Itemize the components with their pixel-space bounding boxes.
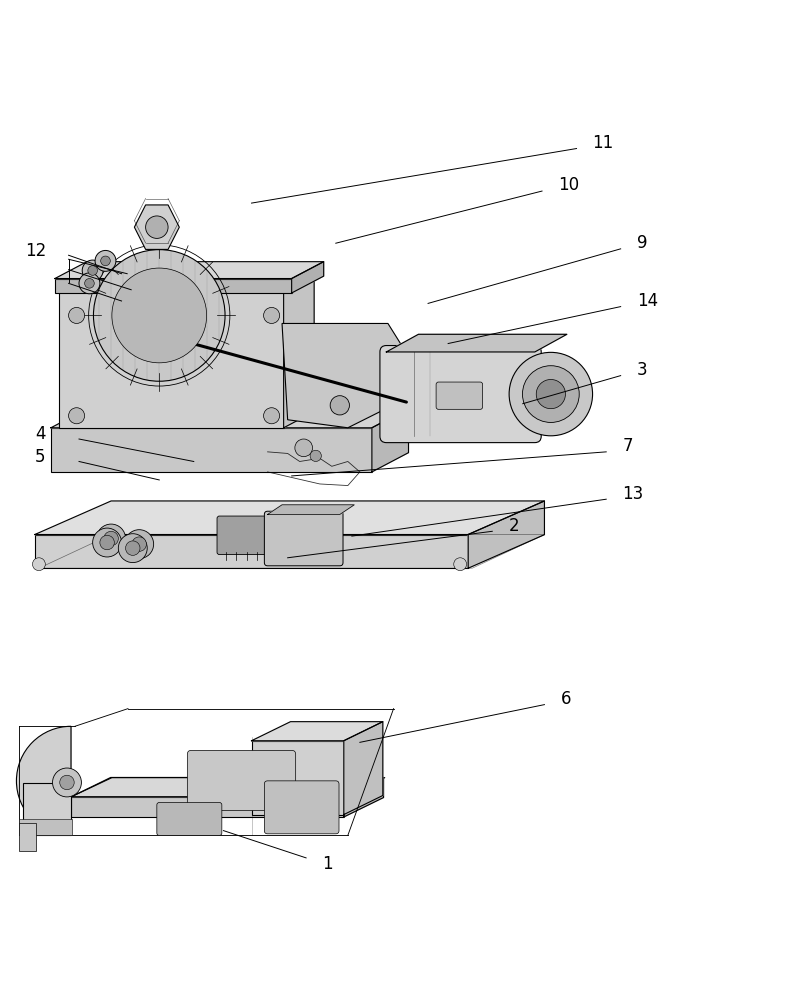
Polygon shape	[344, 777, 384, 817]
Bar	[251, 741, 344, 815]
Bar	[23, 783, 71, 835]
Circle shape	[537, 379, 566, 409]
Polygon shape	[251, 722, 383, 741]
Text: 14: 14	[637, 292, 658, 310]
Polygon shape	[55, 262, 324, 279]
Polygon shape	[71, 778, 385, 797]
Bar	[280, 532, 292, 556]
Text: 3: 3	[637, 361, 647, 379]
Text: 13: 13	[622, 485, 643, 503]
Polygon shape	[292, 262, 324, 293]
Bar	[167, 813, 179, 829]
Circle shape	[82, 260, 103, 281]
Text: 11: 11	[592, 134, 614, 152]
Circle shape	[69, 408, 85, 424]
Text: 1: 1	[322, 855, 333, 873]
Circle shape	[454, 558, 466, 571]
Text: 7: 7	[622, 437, 633, 455]
Circle shape	[118, 534, 147, 563]
Polygon shape	[134, 205, 179, 249]
Circle shape	[100, 535, 114, 550]
Circle shape	[112, 268, 207, 363]
Circle shape	[146, 302, 172, 329]
Circle shape	[94, 250, 225, 381]
Circle shape	[60, 775, 74, 790]
Text: 2: 2	[508, 517, 519, 535]
Circle shape	[330, 396, 349, 415]
FancyBboxPatch shape	[380, 346, 541, 443]
FancyBboxPatch shape	[264, 781, 339, 834]
Bar	[35, 535, 468, 568]
FancyBboxPatch shape	[264, 511, 343, 566]
Circle shape	[263, 307, 280, 323]
Bar	[203, 813, 214, 829]
Bar	[277, 803, 293, 827]
Circle shape	[295, 439, 313, 457]
Bar	[51, 428, 372, 472]
Bar	[171, 535, 196, 553]
Bar	[55, 279, 292, 293]
Circle shape	[69, 307, 85, 323]
Circle shape	[32, 558, 45, 571]
Circle shape	[153, 309, 166, 322]
Circle shape	[53, 768, 82, 797]
Bar	[300, 532, 312, 556]
FancyBboxPatch shape	[187, 750, 296, 811]
Polygon shape	[344, 722, 383, 815]
Circle shape	[101, 256, 111, 266]
Bar	[19, 823, 36, 851]
Polygon shape	[59, 275, 314, 291]
FancyBboxPatch shape	[436, 382, 482, 409]
Bar	[59, 291, 284, 428]
Polygon shape	[35, 501, 545, 535]
FancyBboxPatch shape	[217, 516, 270, 555]
Circle shape	[85, 279, 95, 288]
Circle shape	[79, 273, 100, 294]
Polygon shape	[282, 323, 428, 428]
Circle shape	[310, 450, 322, 461]
Circle shape	[145, 216, 168, 238]
Polygon shape	[267, 505, 354, 514]
Bar	[71, 797, 344, 817]
Polygon shape	[386, 334, 567, 352]
Circle shape	[104, 531, 118, 546]
Bar	[19, 819, 72, 835]
Circle shape	[140, 296, 179, 335]
Text: 4: 4	[35, 425, 45, 443]
Circle shape	[125, 541, 140, 555]
Polygon shape	[468, 501, 545, 568]
Bar	[185, 813, 196, 829]
Circle shape	[132, 537, 146, 551]
Bar	[320, 532, 332, 556]
Text: 9: 9	[637, 234, 647, 252]
Wedge shape	[16, 726, 71, 835]
Circle shape	[263, 408, 280, 424]
Polygon shape	[51, 409, 409, 428]
Text: 6: 6	[561, 690, 571, 708]
Text: 5: 5	[35, 448, 45, 466]
Circle shape	[523, 366, 579, 422]
Circle shape	[95, 250, 116, 271]
Circle shape	[97, 524, 125, 553]
Text: 12: 12	[25, 242, 47, 260]
Polygon shape	[71, 777, 384, 797]
Circle shape	[124, 530, 154, 559]
Polygon shape	[372, 409, 409, 472]
Text: 10: 10	[558, 176, 579, 194]
Circle shape	[93, 528, 121, 557]
Polygon shape	[284, 275, 314, 428]
Circle shape	[126, 283, 192, 348]
Circle shape	[509, 352, 592, 436]
Bar	[305, 803, 322, 827]
Circle shape	[88, 266, 98, 275]
FancyBboxPatch shape	[157, 803, 222, 835]
